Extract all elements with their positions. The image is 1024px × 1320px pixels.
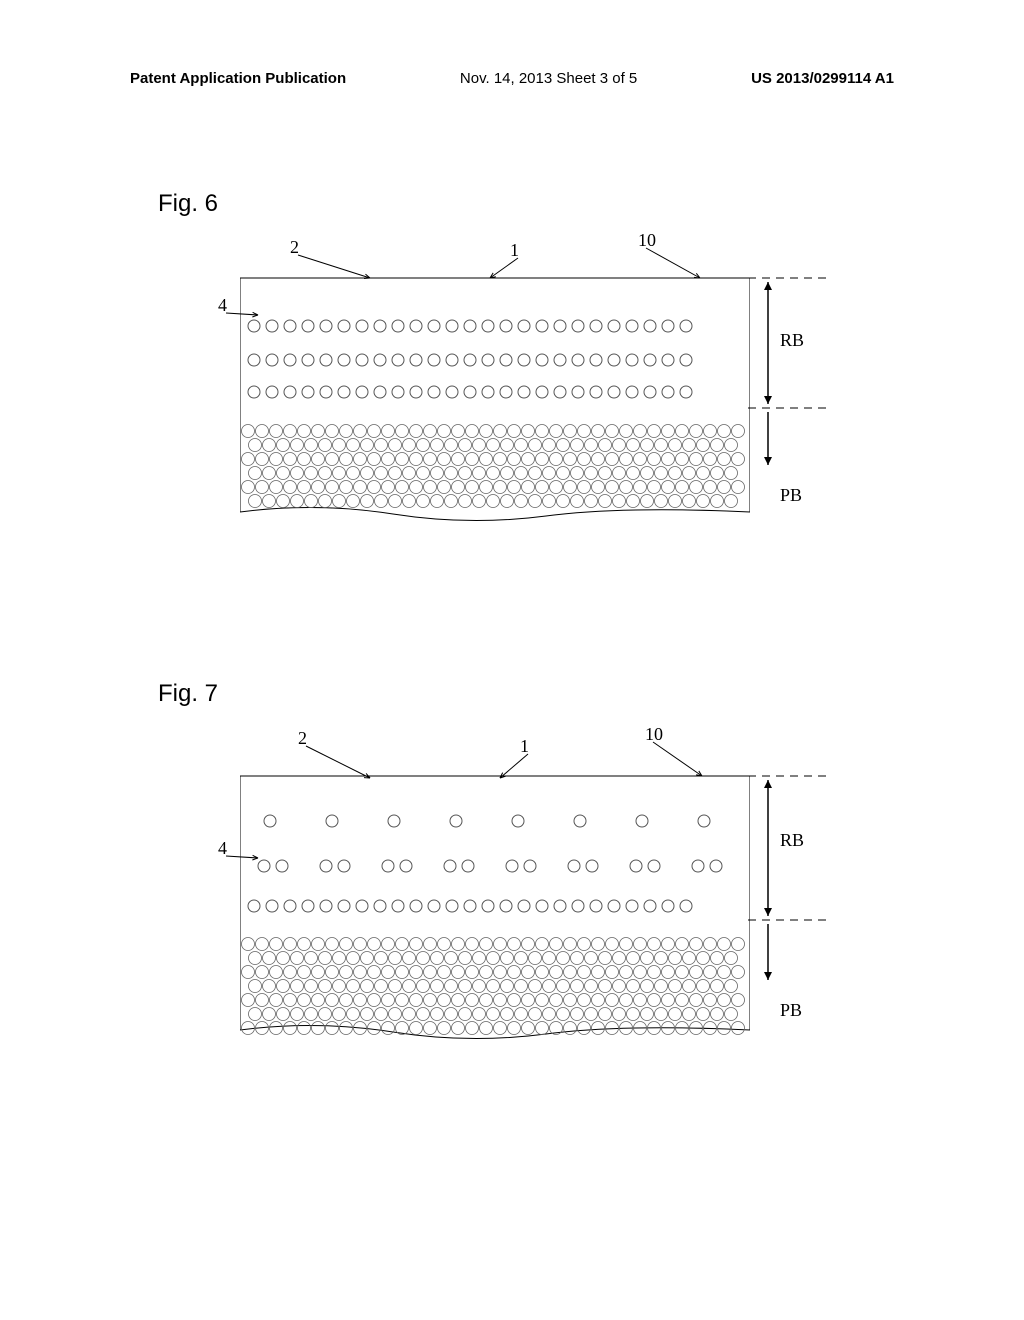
ref-label-1: 1 bbox=[510, 240, 519, 261]
ref-label-RB: RB bbox=[780, 830, 804, 851]
ref-label-10: 10 bbox=[645, 724, 663, 745]
ref-label-RB: RB bbox=[780, 330, 804, 351]
ref-label-2: 2 bbox=[298, 728, 307, 749]
leader-line bbox=[0, 0, 1024, 1320]
ref-label-4: 4 bbox=[218, 838, 227, 859]
page-header: Patent Application Publication Nov. 14, … bbox=[0, 0, 1024, 87]
figure-label: Fig. 6 bbox=[158, 190, 218, 218]
dimension-lines bbox=[0, 0, 1024, 1320]
dimension-lines bbox=[0, 0, 1024, 1320]
ref-label-1: 1 bbox=[520, 736, 529, 757]
leader-line bbox=[0, 0, 1024, 1320]
leader-line bbox=[0, 0, 1024, 1320]
header-left: Patent Application Publication bbox=[130, 70, 346, 87]
diagram bbox=[240, 262, 750, 532]
leader-line bbox=[0, 0, 1024, 1320]
ref-label-PB: PB bbox=[780, 1000, 802, 1021]
header-center: Nov. 14, 2013 Sheet 3 of 5 bbox=[460, 70, 637, 87]
figure-label: Fig. 7 bbox=[158, 680, 218, 708]
diagram bbox=[240, 760, 750, 1050]
ref-label-PB: PB bbox=[780, 485, 802, 506]
leader-line bbox=[0, 0, 1024, 1320]
leader-line bbox=[0, 0, 1024, 1320]
ref-label-10: 10 bbox=[638, 230, 656, 251]
leader-line bbox=[0, 0, 1024, 1320]
ref-label-2: 2 bbox=[290, 237, 299, 258]
header-right: US 2013/0299114 A1 bbox=[751, 70, 894, 87]
leader-line bbox=[0, 0, 1024, 1320]
ref-label-4: 4 bbox=[218, 295, 227, 316]
